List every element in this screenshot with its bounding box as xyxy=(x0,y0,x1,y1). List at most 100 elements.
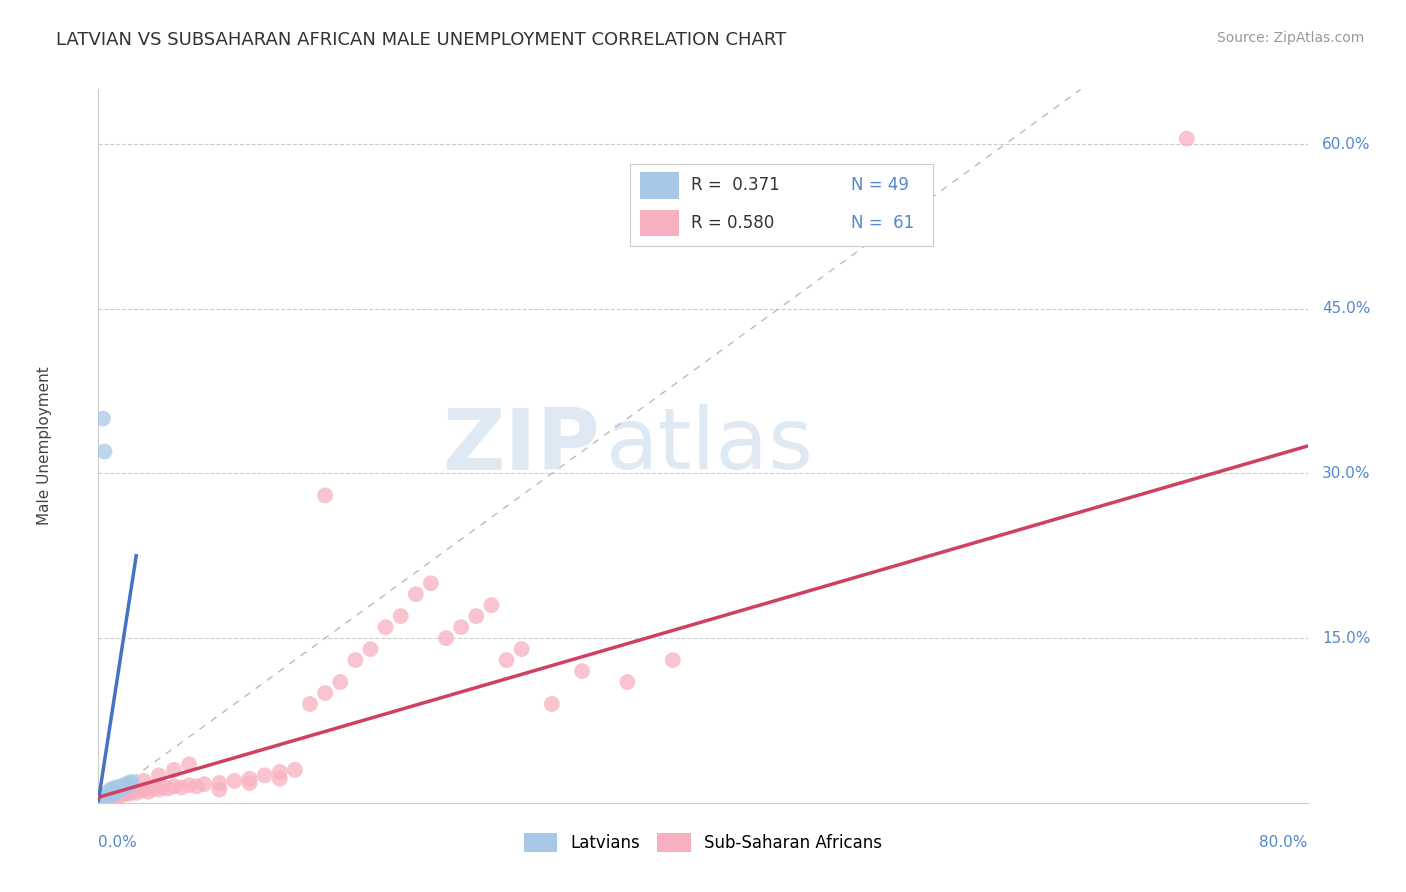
Point xyxy=(103,785,125,799)
Point xyxy=(148,782,170,797)
Point xyxy=(224,773,246,788)
Point xyxy=(100,782,122,797)
Text: atlas: atlas xyxy=(606,404,814,488)
Point xyxy=(118,787,141,801)
Point xyxy=(148,768,170,782)
Point xyxy=(156,781,179,796)
Point xyxy=(101,786,124,800)
Point xyxy=(299,697,322,711)
Point xyxy=(465,609,488,624)
Point xyxy=(93,444,115,458)
Point xyxy=(481,598,503,612)
Point xyxy=(112,778,135,792)
Text: R = 0.580: R = 0.580 xyxy=(690,214,775,232)
Text: 80.0%: 80.0% xyxy=(1260,835,1308,850)
Point xyxy=(208,782,231,797)
Point xyxy=(93,791,115,805)
Point xyxy=(314,686,336,700)
Point xyxy=(110,787,132,801)
Point xyxy=(107,782,129,797)
FancyBboxPatch shape xyxy=(640,211,679,236)
Text: 15.0%: 15.0% xyxy=(1322,631,1371,646)
Point xyxy=(389,609,412,624)
Point xyxy=(125,786,148,800)
Point xyxy=(193,777,215,791)
Point xyxy=(105,780,128,795)
Point xyxy=(107,789,129,804)
Point xyxy=(661,653,683,667)
Point xyxy=(94,787,117,801)
Point xyxy=(121,775,143,789)
Point xyxy=(571,664,593,678)
Point xyxy=(100,789,122,804)
Point xyxy=(111,780,134,795)
Text: Male Unemployment: Male Unemployment xyxy=(37,367,52,525)
Point xyxy=(405,587,427,601)
Point xyxy=(114,786,136,800)
Point xyxy=(239,776,262,790)
Point xyxy=(90,794,112,808)
Text: ZIP: ZIP xyxy=(443,404,600,488)
Point xyxy=(163,780,186,794)
Point xyxy=(105,785,128,799)
Point xyxy=(120,777,142,791)
Point xyxy=(450,620,472,634)
Point xyxy=(118,780,141,794)
Point xyxy=(616,675,638,690)
Point xyxy=(103,785,125,799)
Point xyxy=(136,785,159,799)
Point xyxy=(94,791,117,805)
Point xyxy=(314,488,336,502)
Point xyxy=(118,776,141,790)
Point xyxy=(329,675,352,690)
Point xyxy=(100,787,122,801)
Point xyxy=(98,790,121,805)
Text: LATVIAN VS SUBSAHARAN AFRICAN MALE UNEMPLOYMENT CORRELATION CHART: LATVIAN VS SUBSAHARAN AFRICAN MALE UNEMP… xyxy=(56,31,786,49)
Point xyxy=(269,765,291,780)
Point xyxy=(91,792,114,806)
Point xyxy=(96,789,118,804)
Point xyxy=(96,790,118,805)
Point xyxy=(98,785,121,799)
Point xyxy=(284,763,307,777)
Point xyxy=(208,776,231,790)
Point xyxy=(98,788,121,802)
Point xyxy=(104,783,127,797)
Point xyxy=(110,780,132,794)
Point xyxy=(163,763,186,777)
Point xyxy=(94,789,117,804)
Text: 30.0%: 30.0% xyxy=(1322,466,1371,481)
Point xyxy=(540,697,562,711)
Point xyxy=(103,781,125,796)
Point xyxy=(115,777,138,791)
Point xyxy=(239,772,262,786)
Point xyxy=(91,792,114,806)
Point xyxy=(101,783,124,797)
Point xyxy=(94,789,117,804)
Point xyxy=(108,781,131,796)
Point xyxy=(121,785,143,799)
Point xyxy=(177,757,201,772)
Point xyxy=(495,653,517,667)
FancyBboxPatch shape xyxy=(640,172,679,199)
Point xyxy=(93,790,115,805)
Point xyxy=(170,780,193,795)
Point xyxy=(129,783,152,797)
Point xyxy=(434,631,457,645)
Point xyxy=(103,790,125,805)
Point xyxy=(186,780,208,794)
Point xyxy=(93,791,115,805)
Point xyxy=(177,778,201,792)
Point xyxy=(105,788,128,802)
Point xyxy=(105,782,128,797)
Point xyxy=(100,788,122,802)
Point xyxy=(142,781,165,796)
Point xyxy=(96,787,118,801)
Point xyxy=(132,782,155,797)
Text: Source: ZipAtlas.com: Source: ZipAtlas.com xyxy=(1216,31,1364,45)
Point xyxy=(98,789,121,804)
Point xyxy=(132,773,155,788)
Point xyxy=(94,790,117,805)
Point xyxy=(111,788,134,802)
Text: 60.0%: 60.0% xyxy=(1322,136,1371,152)
